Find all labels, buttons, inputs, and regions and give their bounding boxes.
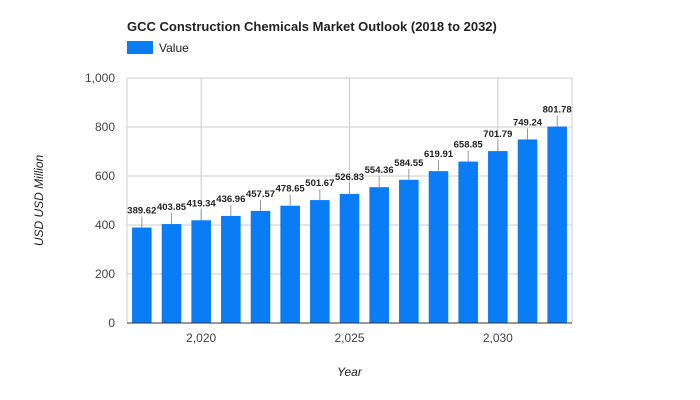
data-label-2024: 501.67: [305, 178, 334, 189]
bar-2020: [191, 220, 211, 323]
y-axis-ticks: 0 200 400 600 800 1,000: [85, 71, 115, 330]
bars: [132, 126, 567, 323]
legend: Value: [127, 41, 189, 55]
bar-2023: [280, 205, 300, 323]
data-label-2029: 658.85: [454, 140, 484, 151]
data-label-2020: 419.34: [187, 198, 217, 209]
legend-swatch-value: [127, 41, 153, 54]
data-labels: 389.62 403.85 419.34 436.96 457.57 478.65501.…: [127, 105, 572, 228]
y-axis-title: USD USD Million: [32, 155, 46, 247]
bar-2026: [369, 187, 389, 323]
bar-2032: [547, 126, 567, 323]
y-tick-label: 600: [95, 169, 115, 183]
bar-2018: [132, 227, 152, 323]
bar-2029: [458, 161, 478, 323]
legend-label-value: Value: [159, 41, 189, 55]
data-label-2028: 619.91: [424, 149, 454, 160]
bar-2025: [339, 193, 360, 323]
chart-title: GCC Construction Chemicals Market Outloo…: [127, 19, 497, 34]
data-label-2018: 389.62: [127, 206, 156, 217]
bar-2019: [161, 224, 182, 323]
x-tick-label: 2,020: [186, 331, 216, 345]
data-label-2022: 457.57: [246, 189, 275, 200]
bar-2024: [310, 200, 330, 323]
data-label-2030: 701.79: [483, 129, 512, 140]
data-label-2032: 801.78: [543, 105, 572, 116]
bar-2022: [250, 210, 271, 323]
data-label-2026: 554.36: [365, 165, 394, 176]
x-tick-label: 2,030: [483, 331, 513, 345]
x-axis-ticks: 2,020 2,025 2,030: [186, 331, 513, 345]
data-label-2025: 526.83: [335, 172, 364, 183]
data-label-2031: 749.24: [513, 117, 543, 128]
bar-2021: [221, 215, 241, 323]
y-tick-label: 800: [95, 120, 115, 134]
x-tick-label: 2,025: [334, 331, 364, 345]
data-label-2023: 478.65: [276, 184, 306, 195]
bar-2027: [399, 179, 419, 323]
data-label-2019: 403.85: [157, 202, 187, 213]
y-tick-label: 1,000: [85, 71, 115, 85]
bar-2030: [488, 151, 508, 323]
y-tick-label: 400: [95, 218, 115, 232]
y-tick-label: 200: [95, 267, 115, 281]
x-axis-title: Year: [337, 365, 363, 379]
bar-2028: [428, 171, 449, 323]
data-label-2021: 436.96: [216, 194, 245, 205]
data-label-2027: 584.55: [394, 158, 424, 169]
y-tick-label: 0: [108, 316, 115, 330]
bar-2031: [517, 139, 538, 323]
